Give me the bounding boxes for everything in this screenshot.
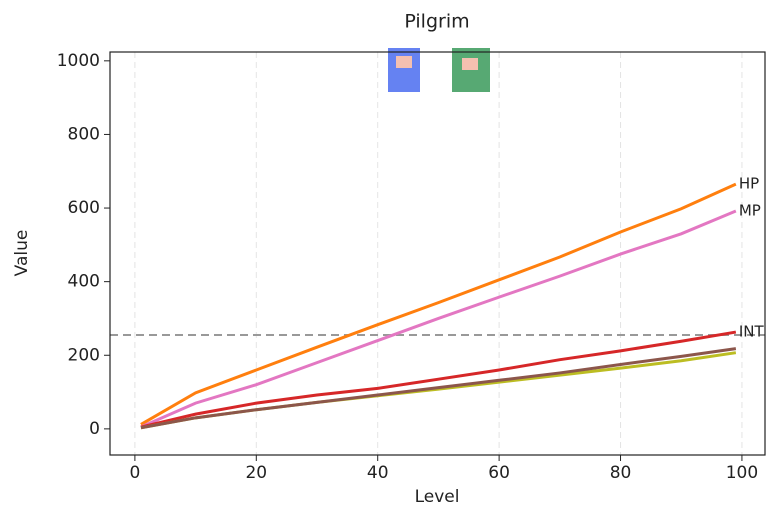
x-tick-label: 100: [726, 463, 758, 483]
x-tick-label: 80: [610, 463, 632, 483]
x-tick-label: 60: [488, 463, 510, 483]
x-tick-label: 40: [367, 463, 389, 483]
y-axis-label: Value: [12, 230, 32, 277]
series-label: HP: [739, 175, 759, 193]
chart-title: Pilgrim: [404, 11, 469, 33]
plot-frame: [110, 52, 765, 455]
sprite-blue: [388, 48, 420, 92]
sprite-green: [452, 48, 490, 92]
x-axis-label: Level: [415, 487, 460, 507]
y-tick-label: 1000: [57, 51, 100, 71]
series-line: [141, 211, 736, 427]
y-tick-label: 200: [68, 345, 100, 365]
y-tick-label: 600: [68, 198, 100, 218]
y-tick-label: 400: [68, 272, 100, 292]
series-line: [141, 353, 736, 428]
series-line: [141, 349, 736, 428]
y-tick-label: 0: [89, 419, 100, 439]
x-tick-label: 0: [129, 463, 140, 483]
chart: Pilgrim Level Value 02040608010002004006…: [0, 0, 772, 523]
series-label: INT: [739, 323, 765, 341]
page: Pilgrim Level Value 02040608010002004006…: [0, 0, 772, 523]
y-tick-label: 800: [68, 124, 100, 144]
series-label: MP: [739, 201, 761, 219]
x-tick-label: 20: [245, 463, 267, 483]
